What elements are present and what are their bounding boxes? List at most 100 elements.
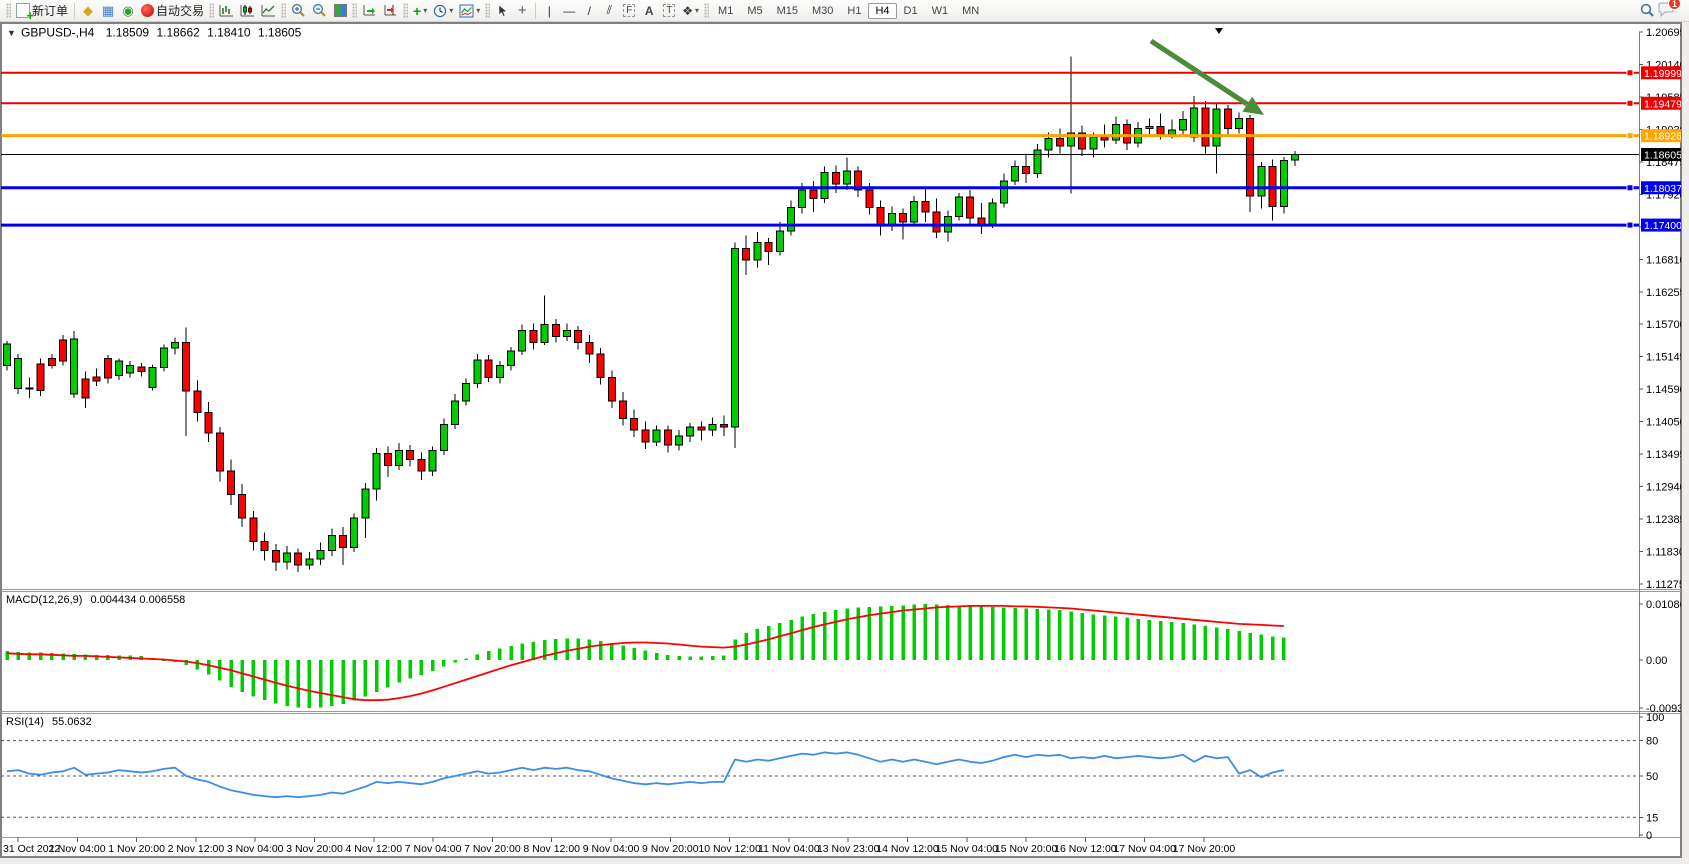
timeframe-MN[interactable]: MN — [962, 4, 980, 17]
level-anchor[interactable] — [1626, 69, 1634, 77]
timeframe-H4[interactable]: H4 — [868, 2, 897, 19]
axis-label: 4 Nov 12:00 — [345, 843, 402, 855]
level-anchor[interactable] — [1626, 184, 1634, 192]
axis-label: 80 — [1646, 736, 1658, 748]
price-badge — [1641, 218, 1685, 232]
label-button[interactable]: T — [659, 1, 679, 21]
bar-chart-button[interactable] — [216, 1, 237, 21]
rsi-line — [6, 751, 1284, 799]
chevron-down-icon: ▾ — [423, 6, 428, 15]
notifications-button[interactable]: 1 — [1658, 0, 1681, 20]
arrows-icon: ❖ — [682, 3, 694, 18]
candles-group — [3, 56, 1299, 572]
price-badge — [1641, 96, 1685, 110]
axis-label: 0 — [1646, 830, 1652, 842]
chart-shift-marker-icon[interactable] — [1215, 28, 1223, 34]
arrows-button[interactable]: ❖ ▾ — [679, 1, 702, 21]
axis-label: 1.16255 — [1646, 287, 1681, 299]
line-chart-button[interactable] — [258, 1, 279, 21]
zoom-in-icon — [292, 3, 305, 17]
text-icon: A — [644, 3, 654, 18]
trend-arrow-annotation[interactable] — [1149, 38, 1249, 107]
channel-button[interactable]: ⫽ — [599, 1, 619, 21]
crosshair-button[interactable]: + — [512, 1, 532, 21]
toolbar-grip — [281, 3, 287, 18]
text-button[interactable]: A — [639, 1, 659, 21]
axis-label: 17 Nov 04:00 — [1113, 843, 1176, 855]
timeframe-M15[interactable]: M15 — [776, 4, 799, 17]
axis-label: 1.18605 — [1644, 149, 1681, 161]
timeframe-M30[interactable]: M30 — [812, 4, 834, 17]
axis-label: 0.00 — [1646, 655, 1667, 667]
clock-icon — [434, 4, 447, 17]
ohlc-open: 1.18509 — [106, 26, 150, 40]
macd-values: 0.004434 0.006558 — [90, 594, 185, 606]
axis-label: 1.14590 — [1646, 384, 1681, 396]
cursor-button[interactable] — [492, 1, 512, 21]
timeframe-D1[interactable]: D1 — [903, 4, 918, 17]
new-chart-button[interactable]: + ▾ — [410, 1, 430, 21]
auto-trading-icon — [141, 4, 155, 17]
main-toolbar: + 新订单 ◆ ▦ ◉ 自动交易 — [0, 0, 1689, 22]
vertical-line-button[interactable]: | — [539, 1, 559, 21]
rsi-name: RSI(14) — [6, 716, 44, 728]
auto-trading-label: 自动交易 — [156, 4, 205, 18]
level-anchor[interactable] — [1626, 99, 1634, 107]
separator — [74, 2, 76, 19]
fibonacci-icon: F — [623, 4, 636, 17]
zoom-out-icon — [313, 3, 326, 17]
price-badge — [1641, 181, 1685, 195]
market-watch-button[interactable]: ◆ — [78, 1, 98, 21]
market-watch-icon: ◆ — [83, 2, 94, 18]
chart-canvas[interactable]: 1.206951.201401.195851.190301.184751.179… — [1, 23, 1689, 857]
timeframe-H1[interactable]: H1 — [847, 4, 862, 17]
axis-label: 9 Nov 04:00 — [583, 843, 640, 855]
chart-title: GBPUSD-,H4 1.18509 1.18662 1.18410 1.186… — [21, 26, 302, 40]
navigator-button[interactable]: ◉ — [118, 1, 138, 21]
chart-symbol-period: GBPUSD-,H4 — [21, 26, 95, 40]
price-badge — [1641, 129, 1685, 143]
separator — [535, 2, 537, 19]
axis-label: 9 Nov 20:00 — [642, 843, 699, 855]
auto-trading-button[interactable]: 自动交易 — [138, 1, 207, 21]
axis-label: 1.14050 — [1646, 417, 1681, 429]
axis-label: 1 Nov 20:00 — [108, 843, 165, 855]
axis-label: 16 Nov 12:00 — [1054, 843, 1117, 855]
toolbar-grip — [352, 3, 358, 18]
new-order-icon: + — [16, 3, 34, 22]
chart-collapse-icon[interactable]: ▼ — [7, 28, 16, 38]
axis-label: 1.12385 — [1646, 514, 1681, 526]
cursor-icon — [498, 3, 508, 17]
new-order-button[interactable]: + 新订单 — [13, 1, 71, 22]
timeframe-M5[interactable]: M5 — [747, 4, 763, 17]
axis-label: 0.010864 — [1646, 599, 1681, 611]
trend-arrow-head-icon[interactable] — [1242, 96, 1264, 115]
trendline-button[interactable]: / — [579, 1, 599, 21]
price-badge — [1641, 147, 1685, 161]
horizontal-line-button[interactable]: — — [559, 1, 579, 21]
trendline-icon: / — [587, 3, 591, 18]
candlestick-chart-icon — [240, 5, 255, 17]
data-window-button[interactable]: ▦ — [98, 1, 118, 21]
zoom-out-button[interactable] — [309, 1, 330, 21]
timeframe-W1[interactable]: W1 — [931, 4, 949, 17]
auto-scroll-icon — [363, 5, 376, 16]
indicators-button[interactable]: ▾ — [456, 1, 483, 21]
macd-signal-line — [6, 605, 1284, 702]
candlestick-chart-button[interactable] — [237, 1, 258, 21]
crosshair-icon: + — [517, 2, 527, 19]
rsi-value: 55.0632 — [52, 716, 92, 728]
axis-label: 10 Nov 12:00 — [698, 843, 761, 855]
level-anchor[interactable] — [1626, 132, 1634, 140]
search-button[interactable] — [1637, 1, 1658, 21]
periods-button[interactable]: ▾ — [430, 1, 456, 21]
timeframe-M1[interactable]: M1 — [718, 4, 734, 17]
chart-window-border — [1, 23, 1681, 857]
auto-scroll-button[interactable] — [359, 1, 380, 21]
chart-shift-button[interactable] — [380, 1, 401, 21]
tile-windows-button[interactable] — [330, 1, 350, 21]
fibonacci-button[interactable]: F — [619, 1, 639, 21]
new-order-label: 新订单 — [32, 4, 69, 18]
zoom-in-button[interactable] — [288, 1, 309, 21]
level-anchor[interactable] — [1626, 221, 1634, 229]
